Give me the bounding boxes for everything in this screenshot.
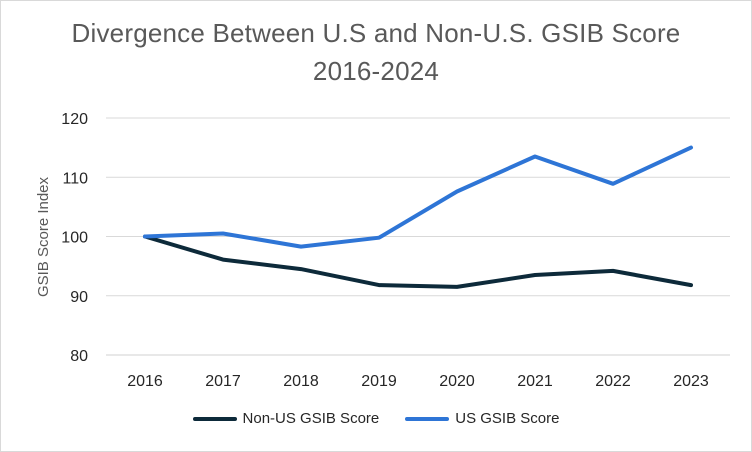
legend-swatch <box>405 416 450 421</box>
legend-swatch <box>192 416 237 421</box>
chart-title: Divergence Between U.S and Non-U.S. GSIB… <box>71 18 681 48</box>
x-tick-label: 2017 <box>205 373 241 390</box>
x-tick-label: 2021 <box>517 373 553 390</box>
y-tick-label: 120 <box>61 111 88 128</box>
y-axis-label: GSIB Score Index <box>35 176 52 297</box>
gridlines <box>106 117 730 356</box>
series-line-non-us-gsib <box>143 234 693 289</box>
series-line-us-gsib <box>143 145 693 249</box>
y-tick-label: 80 <box>70 348 88 365</box>
legend: Non-US GSIB Score US GSIB Score <box>0 410 752 427</box>
x-axis-ticks: 2016 2017 2018 2019 2020 2021 2022 2023 <box>127 373 709 390</box>
chart-subtitle: 2016-2024 <box>312 56 440 86</box>
x-tick-label: 2022 <box>595 373 631 390</box>
x-tick-label: 2016 <box>127 373 163 390</box>
series-lines <box>143 145 693 289</box>
legend-label: US GSIB Score <box>455 410 560 427</box>
y-axis-ticks: 80 90 100 110 120 <box>61 111 88 365</box>
y-tick-label: 100 <box>61 230 88 247</box>
x-tick-label: 2019 <box>361 373 397 390</box>
x-tick-label: 2020 <box>439 373 475 390</box>
y-tick-label: 90 <box>70 289 88 306</box>
legend-item: Non-US GSIB Score <box>192 410 380 427</box>
legend-label: Non-US GSIB Score <box>242 410 380 427</box>
y-tick-label: 110 <box>62 170 88 187</box>
x-tick-label: 2023 <box>673 373 709 390</box>
x-tick-label: 2018 <box>283 373 319 390</box>
legend-item: US GSIB Score <box>405 410 559 427</box>
